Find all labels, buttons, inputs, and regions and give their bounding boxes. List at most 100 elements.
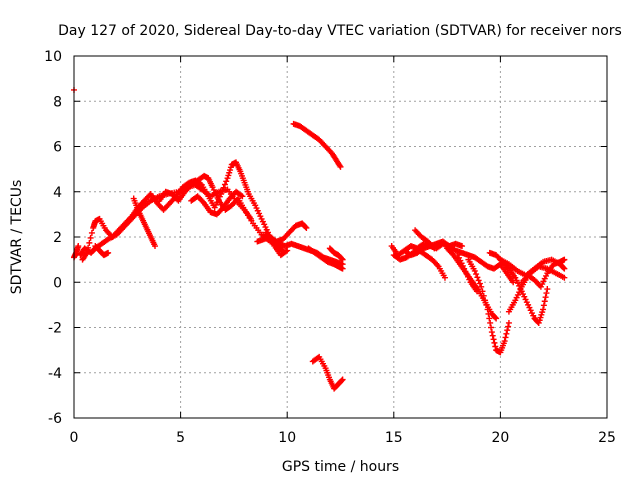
data-point bbox=[441, 274, 448, 281]
plot-frame bbox=[73, 55, 608, 419]
data-point bbox=[211, 204, 218, 211]
series-tr26 bbox=[518, 263, 568, 286]
data-point bbox=[510, 279, 517, 286]
data-point bbox=[339, 256, 346, 263]
data-point bbox=[538, 311, 545, 318]
series-tr20 bbox=[444, 245, 500, 322]
data-point bbox=[224, 175, 231, 182]
data-point bbox=[303, 224, 310, 231]
data-point bbox=[247, 215, 254, 222]
y-tick-label: 2 bbox=[53, 230, 62, 246]
data-point bbox=[530, 312, 537, 319]
data-point bbox=[528, 310, 535, 317]
data-point bbox=[541, 298, 548, 305]
data-point bbox=[516, 289, 523, 296]
data-point bbox=[527, 307, 534, 314]
data-point bbox=[525, 301, 532, 308]
series-tr19 bbox=[412, 227, 438, 252]
data-point bbox=[431, 245, 438, 252]
data-point bbox=[464, 273, 471, 280]
y-tick-label: 6 bbox=[53, 140, 62, 156]
data-point bbox=[489, 332, 496, 339]
data-point bbox=[454, 252, 461, 259]
data-point bbox=[220, 184, 227, 191]
data-point bbox=[225, 172, 232, 179]
y-tick-label: -2 bbox=[48, 321, 62, 337]
data-point bbox=[492, 314, 499, 321]
data-point bbox=[514, 291, 521, 298]
grid-lines bbox=[74, 56, 607, 418]
data-point bbox=[259, 218, 266, 225]
data-point bbox=[258, 215, 265, 222]
data-point bbox=[521, 293, 528, 300]
x-axis-label: GPS time / hours bbox=[282, 459, 399, 475]
data-point bbox=[540, 302, 547, 309]
series-tr21 bbox=[454, 252, 480, 295]
data-point bbox=[152, 243, 159, 250]
data-point bbox=[473, 271, 480, 278]
series-tr13 bbox=[305, 245, 346, 272]
data-point bbox=[457, 257, 464, 264]
y-axis-label: SDTVAR / TECUs bbox=[9, 180, 25, 295]
data-point bbox=[561, 265, 568, 272]
data-point bbox=[466, 276, 473, 283]
data-point bbox=[543, 272, 550, 279]
y-tick-label: 10 bbox=[44, 49, 62, 65]
data-point bbox=[197, 181, 204, 188]
data-point bbox=[505, 323, 512, 330]
data-point bbox=[488, 329, 495, 336]
x-tick-label: 5 bbox=[176, 430, 185, 446]
series-tr17 bbox=[390, 247, 448, 281]
data-point bbox=[490, 336, 497, 343]
data-point bbox=[459, 262, 466, 269]
data-point bbox=[302, 224, 309, 231]
data-point bbox=[526, 304, 533, 311]
data-point bbox=[214, 195, 221, 202]
data-point bbox=[491, 339, 498, 346]
data-point bbox=[238, 192, 245, 199]
y-tick-label: -6 bbox=[48, 411, 62, 427]
data-point bbox=[522, 296, 529, 303]
data-point bbox=[226, 169, 233, 176]
data-point bbox=[478, 283, 485, 290]
series-tr22 bbox=[465, 256, 512, 356]
data-point bbox=[485, 310, 492, 317]
chart-title: Day 127 of 2020, Sidereal Day-to-day VTE… bbox=[58, 23, 622, 39]
data-point bbox=[87, 234, 94, 241]
x-tick-label: 25 bbox=[598, 430, 616, 446]
data-point bbox=[482, 297, 489, 304]
data-point bbox=[252, 202, 259, 209]
data-point bbox=[539, 281, 546, 288]
data-point bbox=[458, 260, 465, 267]
data-point bbox=[254, 207, 261, 214]
series-tr15 bbox=[326, 245, 346, 263]
data-point bbox=[486, 315, 493, 322]
data-point bbox=[492, 343, 499, 350]
data-point bbox=[462, 268, 469, 275]
data-point bbox=[282, 248, 289, 255]
data-point bbox=[239, 193, 246, 200]
data-point bbox=[338, 377, 345, 384]
data-point bbox=[541, 275, 548, 282]
data-point bbox=[519, 291, 526, 298]
data-point bbox=[256, 210, 263, 217]
data-point bbox=[212, 201, 219, 208]
x-tick-label: 15 bbox=[385, 430, 403, 446]
data-point bbox=[262, 224, 269, 231]
data-point bbox=[493, 315, 500, 322]
x-tick-label: 0 bbox=[70, 430, 79, 446]
data-point bbox=[212, 189, 219, 196]
data-point bbox=[221, 181, 228, 188]
data-point bbox=[488, 324, 495, 331]
data-point bbox=[484, 306, 491, 313]
data-point bbox=[561, 274, 568, 281]
data-point bbox=[560, 264, 567, 271]
data-point bbox=[537, 314, 544, 321]
data-point bbox=[338, 255, 345, 262]
data-point bbox=[479, 288, 486, 295]
data-point bbox=[473, 288, 480, 295]
data-point bbox=[561, 256, 568, 263]
data-point bbox=[219, 187, 226, 194]
data-point bbox=[512, 297, 519, 304]
